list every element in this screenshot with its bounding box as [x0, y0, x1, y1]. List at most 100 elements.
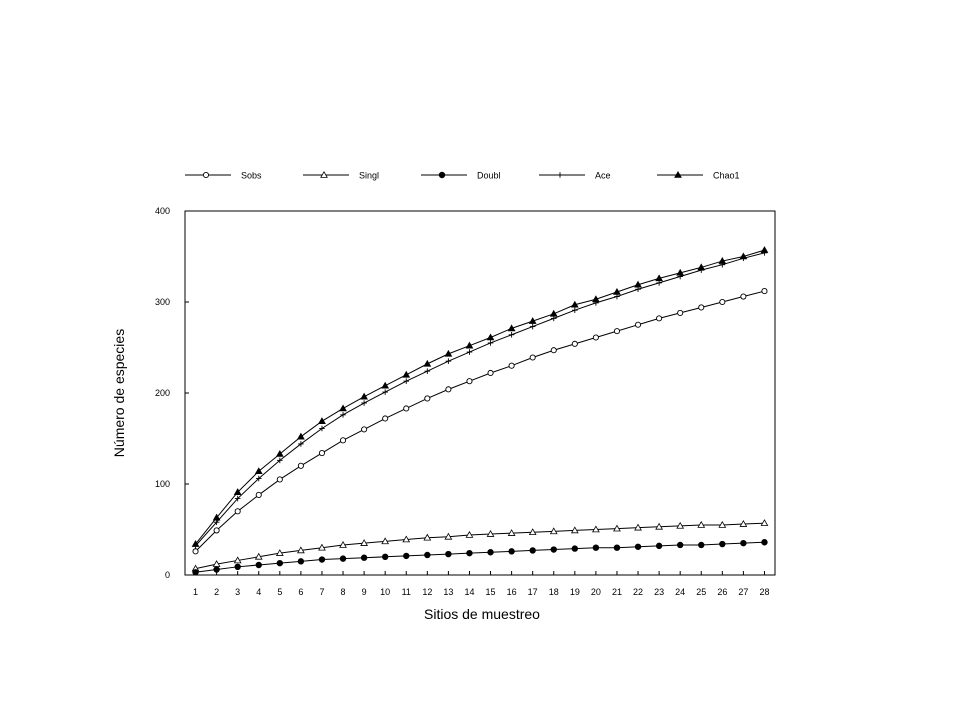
point-singl-shape: [275, 549, 284, 556]
point-sobs-shape: [613, 328, 621, 335]
point-ace: [277, 457, 283, 464]
point-singl: [339, 540, 347, 548]
point-sobs-shape: [466, 378, 473, 385]
point-sobs: [382, 415, 389, 422]
point-doubl-shape: [424, 551, 431, 559]
series-doubl: [192, 539, 768, 576]
point-singl: [528, 528, 537, 536]
point-chao1-shape: [655, 274, 663, 282]
point-singl-shape: [528, 528, 537, 536]
legend-marker-singl: [320, 170, 328, 178]
point-doubl-shape: [571, 545, 579, 552]
point-doubl-shape: [297, 558, 305, 565]
point-chao1: [297, 432, 305, 440]
point-sobs-shape: [487, 369, 494, 377]
x-tick-label: 10: [380, 587, 390, 597]
point-chao1: [739, 252, 748, 260]
point-ace: [424, 368, 431, 374]
point-chao1: [655, 274, 663, 282]
point-sobs: [361, 426, 368, 433]
series-line-chao1: [195, 249, 765, 545]
point-doubl-shape: [634, 543, 642, 550]
point-chao1: [381, 381, 390, 389]
point-sobs: [318, 450, 326, 457]
point-doubl: [761, 539, 768, 546]
point-singl: [570, 526, 579, 534]
x-tick-label: 17: [528, 587, 538, 597]
series-line-ace: [195, 252, 765, 547]
point-ace: [340, 412, 346, 418]
point-singl-shape: [718, 520, 727, 528]
point-doubl: [318, 556, 326, 563]
point-doubl-shape: [529, 547, 536, 554]
x-tick-label: 3: [235, 587, 240, 597]
point-doubl: [339, 555, 347, 562]
point-chao1-shape: [549, 309, 558, 317]
point-chao1: [528, 317, 537, 324]
point-sobs-shape: [550, 347, 557, 354]
point-doubl: [466, 549, 473, 557]
point-singl-shape: [486, 530, 495, 537]
point-ace: [572, 307, 578, 313]
point-chao1: [233, 488, 242, 495]
point-singl: [233, 556, 242, 564]
point-chao1: [676, 268, 685, 276]
point-doubl-shape: [508, 548, 515, 555]
point-chao1-shape: [423, 359, 432, 367]
point-chao1: [613, 287, 621, 295]
x-tick-label: 6: [298, 587, 303, 597]
point-doubl-shape: [234, 563, 241, 571]
point-sobs: [213, 527, 220, 534]
legend-label-singl: Singl: [359, 171, 379, 181]
point-doubl-shape: [761, 539, 768, 546]
point-chao1-shape: [739, 252, 748, 260]
legend-item-ace: Ace: [539, 171, 611, 181]
point-sobs: [297, 462, 304, 469]
point-sobs: [550, 347, 557, 354]
point-doubl: [424, 551, 431, 559]
point-sobs-shape: [382, 415, 389, 422]
point-sobs: [466, 378, 473, 385]
point-chao1: [718, 257, 727, 264]
x-tick-label: 18: [549, 587, 559, 597]
point-sobs-shape: [634, 321, 642, 328]
point-chao1-shape: [528, 317, 537, 324]
x-tick-label: 20: [591, 587, 601, 597]
point-singl: [381, 537, 390, 545]
point-doubl-shape: [403, 552, 410, 560]
point-singl: [444, 532, 453, 540]
point-chao1: [549, 309, 558, 317]
point-doubl: [698, 541, 705, 549]
legend-label-chao1: Chao1: [713, 171, 740, 181]
legend-marker-singl-shape: [320, 170, 328, 178]
x-tick-label: 25: [696, 587, 706, 597]
point-doubl-shape: [318, 556, 326, 563]
point-chao1: [697, 263, 706, 271]
point-chao1-shape: [233, 488, 242, 495]
point-sobs-shape: [361, 426, 368, 433]
point-sobs: [571, 340, 578, 347]
point-singl-shape: [570, 526, 579, 534]
point-doubl-shape: [592, 544, 600, 551]
x-tick-label: 22: [633, 587, 643, 597]
point-sobs-shape: [656, 315, 663, 322]
y-tick-label: 300: [155, 297, 170, 307]
point-sobs-shape: [740, 293, 747, 300]
point-singl: [613, 524, 621, 532]
point-singl: [739, 520, 748, 527]
point-chao1: [486, 333, 495, 341]
point-chao1: [275, 449, 284, 457]
point-singl-shape: [655, 522, 663, 530]
series-ace: [192, 250, 768, 549]
point-doubl: [276, 559, 284, 567]
x-tick-label: 16: [507, 587, 517, 597]
point-singl-shape: [297, 546, 305, 554]
point-doubl-shape: [719, 540, 726, 548]
point-singl-shape: [613, 524, 621, 532]
point-ace: [487, 340, 494, 346]
point-ace: [529, 323, 536, 330]
point-chao1-shape: [212, 513, 221, 521]
point-doubl-shape: [550, 546, 557, 553]
point-doubl: [740, 539, 747, 547]
